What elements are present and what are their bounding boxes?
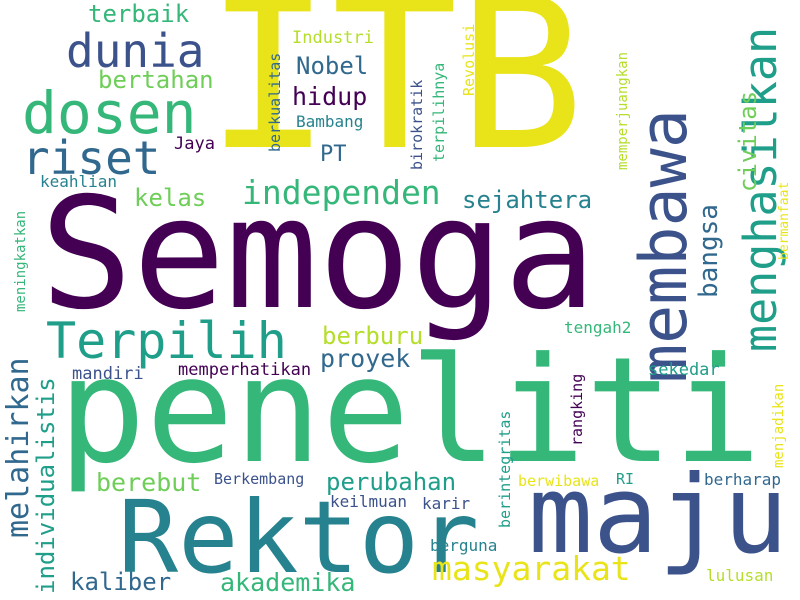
- word-peneliti: peneliti: [58, 326, 762, 496]
- word-rektor: Rektor: [118, 479, 480, 596]
- word-membawa: membawa: [627, 109, 702, 383]
- word-mandiri: mandiri: [72, 364, 144, 384]
- word-bambang: Bambang: [296, 112, 364, 131]
- word-industri: Industri: [292, 28, 374, 48]
- word-nobel: Nobel: [296, 52, 369, 80]
- word-rangking: rangking: [568, 373, 586, 446]
- word-dunia: dunia: [66, 24, 205, 78]
- word-independen: independen: [242, 173, 441, 212]
- word-revolusi: Revolusi: [460, 23, 478, 96]
- word-tengah2: tengah2: [564, 318, 632, 337]
- word-terpilihnya: terpilihnya: [430, 62, 448, 162]
- word-melahirkan: melahirkan: [1, 357, 36, 538]
- word-keahlian: keahlian: [40, 172, 118, 191]
- word-ri: RI: [616, 470, 635, 488]
- word-perubahan: perubahan: [326, 468, 457, 496]
- word-berguna: berguna: [430, 536, 498, 555]
- word-civitas: civitas: [734, 90, 762, 192]
- word-sekedar: sekedar: [648, 360, 720, 380]
- word-semoga: Semoga: [40, 165, 597, 344]
- word-dosen: dosen: [22, 79, 197, 147]
- word-akademika: akademika: [220, 568, 356, 597]
- word-bangsa: bangsa: [694, 204, 724, 298]
- word-riset: riset: [22, 131, 161, 185]
- word-lulusan: lulusan: [706, 566, 774, 585]
- word-memperhatikan: memperhatikan: [178, 360, 312, 380]
- word-berburu: berburu: [322, 322, 424, 350]
- word-terbaik: terbaik: [88, 0, 190, 28]
- word-berkembang: Berkembang: [214, 470, 305, 488]
- word-hidup: hidup: [292, 82, 368, 111]
- word-kaliber: kaliber: [70, 568, 172, 596]
- word-meningkatkan: meningkatkan: [13, 210, 29, 312]
- word-individualistis: individualistis: [32, 377, 60, 594]
- word-berintegritas: berintegritas: [496, 410, 514, 528]
- word-maju: maju: [528, 453, 789, 578]
- word-berharap: berharap: [704, 470, 782, 489]
- word-pt: PT: [320, 142, 347, 167]
- word-menjadikan: menjadikan: [771, 383, 787, 468]
- word-bertahan: bertahan: [98, 66, 214, 94]
- word-keilmuan: keilmuan: [330, 492, 408, 511]
- word-kelas: kelas: [134, 184, 207, 212]
- word-masyarakat: masyarakat: [432, 549, 631, 588]
- word-berwibawa: berwibawa: [518, 472, 600, 490]
- word-karir: karir: [422, 494, 471, 513]
- word-berkualitas: berkualitas: [266, 52, 284, 152]
- word-berebut: berebut: [96, 468, 202, 497]
- word-sejahtera: sejahtera: [462, 186, 593, 214]
- word-proyek: proyek: [320, 344, 411, 373]
- word-jaya: Jaya: [174, 134, 215, 154]
- word-itb: ITB: [205, 0, 585, 197]
- word-memperjuangkan: memperjuangkan: [615, 51, 631, 170]
- word-birokratik: birokratik: [408, 79, 426, 170]
- word-terpilih: Terpilih: [46, 312, 287, 370]
- word-bermanfaat: bermanfaat: [777, 181, 792, 260]
